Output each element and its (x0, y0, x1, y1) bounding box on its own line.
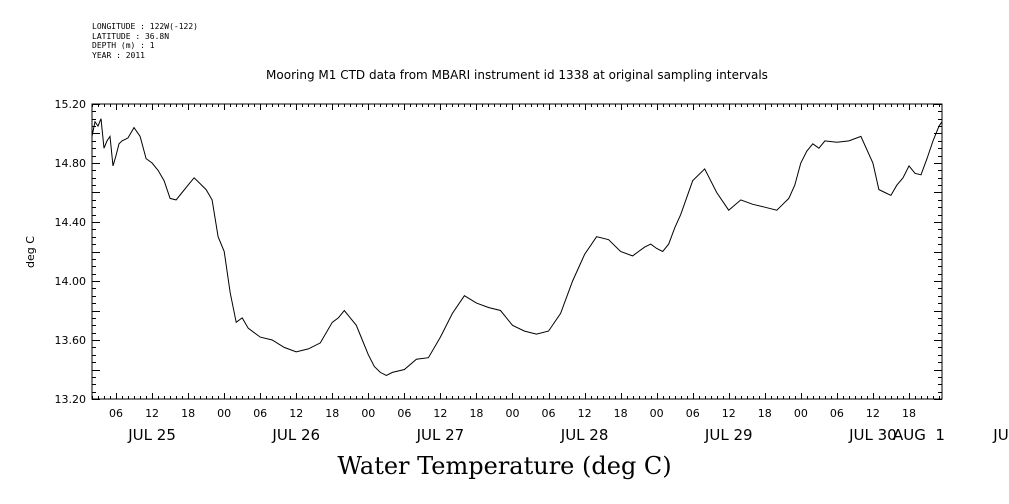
x-tick-label: 18 (469, 407, 483, 420)
x-tick-label: 12 (722, 407, 736, 420)
x-tick-label: 00 (794, 407, 808, 420)
x-tick-labels: 06 12 18 00 06 12 18 00 06 12 18 00 06 12 18 00 06 12 18 00… (109, 407, 916, 420)
x-tick-label: 06 (686, 407, 700, 420)
tick-marks (92, 104, 942, 400)
x-tick-label: 18 (325, 407, 339, 420)
x-tick-label: 12 (289, 407, 303, 420)
y-tick-label: 14.40 (55, 216, 87, 229)
x-tick-label: 12 (866, 407, 880, 420)
x-tick-label: 00 (217, 407, 231, 420)
x-tick-label: 18 (758, 407, 772, 420)
x-axis-label: Water Temperature (deg C) (337, 452, 672, 480)
x-tick-label: 12 (578, 407, 592, 420)
y-tick-label: 15.20 (55, 98, 87, 111)
x-tick-label: 06 (109, 407, 123, 420)
date-label: JUL 26 (271, 426, 320, 444)
x-tick-label: 00 (505, 407, 519, 420)
y-tick-label: 13.20 (55, 393, 87, 406)
x-tick-label: 18 (902, 407, 916, 420)
y-tick-label: 14.80 (55, 157, 87, 170)
latitude-text: LATITUDE : 36.8N (92, 31, 170, 41)
x-tick-label: 06 (253, 407, 267, 420)
depth-text: DEPTH (m) : 1 (92, 41, 155, 50)
plot-frame (91, 103, 943, 400)
date-label: JUL 27 (416, 426, 465, 444)
x-tick-label: 12 (145, 407, 159, 420)
y-tick-label: 13.60 (55, 334, 87, 347)
date-label: JUL 29 (704, 426, 753, 444)
x-tick-label: 00 (650, 407, 664, 420)
x-tick-label: 00 (361, 407, 375, 420)
date-label: JUL 30 (848, 426, 897, 444)
date-label: JUL 31 (992, 426, 1009, 444)
date-label: JUL 25 (127, 426, 176, 444)
y-axis-label: deg C (24, 236, 37, 268)
longitude-text: LONGITUDE : 122W(-122) (92, 22, 198, 31)
x-tick-label: 12 (433, 407, 447, 420)
x-tick-label: 06 (542, 407, 556, 420)
x-tick-label: 18 (181, 407, 195, 420)
chart-title: Mooring M1 CTD data from MBARI instrumen… (266, 68, 768, 82)
metadata-block: LONGITUDE : 122W(-122) LATITUDE : 36.8N … (92, 22, 198, 60)
year-text: YEAR : 2011 (92, 50, 145, 60)
y-tick-labels: 13.20 13.60 14.00 14.40 14.80 15.20 (55, 98, 87, 406)
date-labels: JUL 25 JUL 26 JUL 27 JUL 28 JUL 29 JUL 30 JUL … (127, 426, 1009, 444)
date-label: AUG 1 (893, 426, 945, 444)
x-tick-label: 06 (830, 407, 844, 420)
temperature-series-line (91, 118, 943, 376)
x-tick-label: 06 (397, 407, 411, 420)
date-label: JUL 28 (560, 426, 609, 444)
x-tick-label: 18 (614, 407, 628, 420)
y-tick-label: 14.00 (55, 275, 87, 288)
